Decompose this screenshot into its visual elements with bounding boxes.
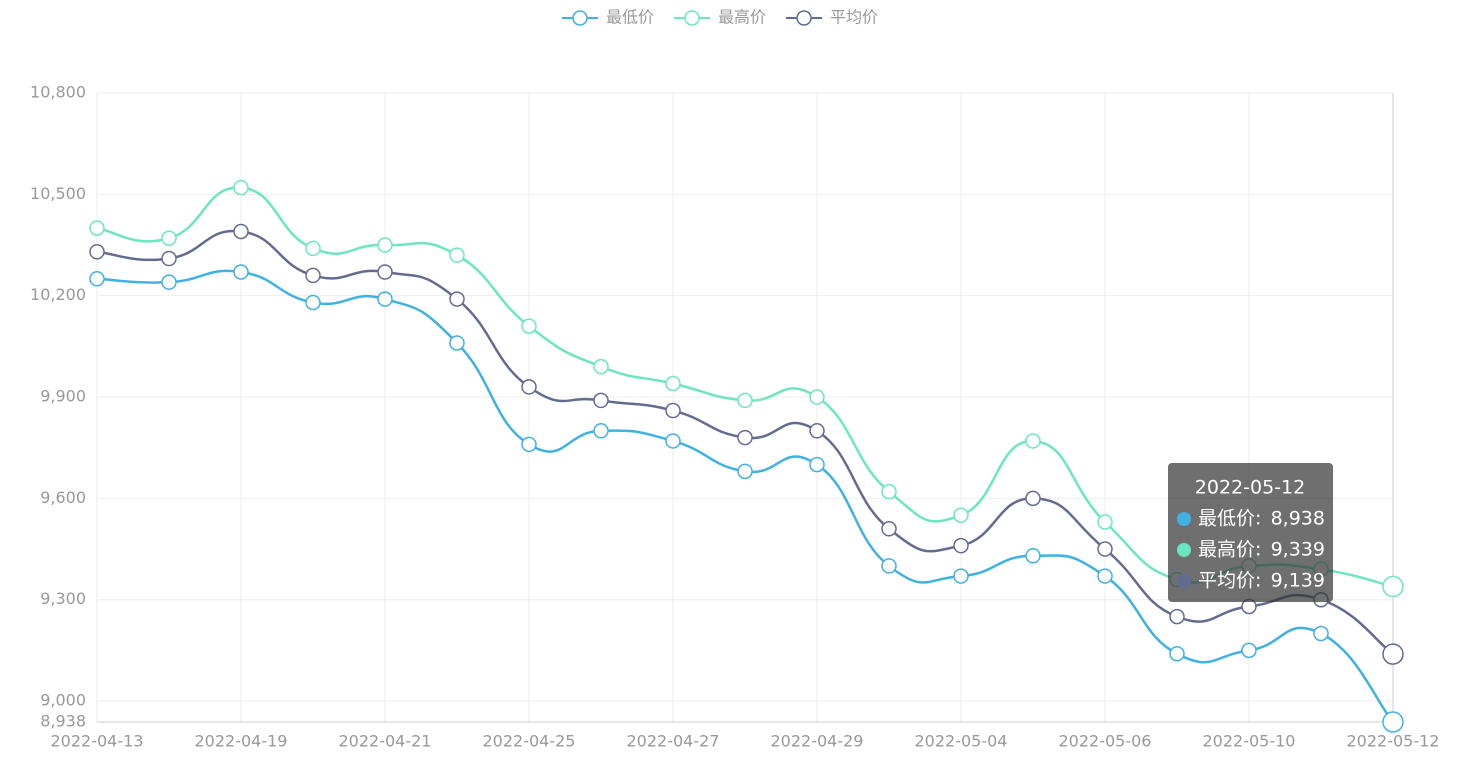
x-tick-label: 2022-05-10 [1203, 732, 1296, 751]
x-tick-label: 2022-05-04 [915, 732, 1008, 751]
data-point [449, 291, 465, 307]
x-tick-label: 2022-04-19 [195, 732, 288, 751]
data-point [161, 250, 177, 267]
y-tick-label: 10,800 [30, 83, 86, 102]
tooltip-name: 最低价 [1198, 508, 1255, 530]
data-point [1097, 514, 1113, 530]
data-point [665, 433, 681, 449]
tooltip-sep: : [1255, 508, 1261, 530]
tooltip-sep: : [1255, 539, 1261, 561]
x-tick-label: 2022-04-27 [627, 732, 720, 751]
legend-label: 平均价 [830, 8, 878, 27]
data-point [737, 463, 753, 480]
data-point [89, 220, 105, 236]
tooltip-name: 平均价 [1198, 570, 1255, 592]
data-point [1025, 548, 1041, 564]
x-tick-label: 2022-04-29 [771, 732, 864, 751]
data-point [305, 267, 321, 284]
tooltip-dot [1177, 574, 1191, 588]
data-point [521, 436, 537, 453]
y-tick-label: 10,200 [30, 285, 86, 304]
tooltip-title: 2022-05-12 [1195, 477, 1305, 499]
data-point [89, 244, 105, 260]
y-tick-label: 10,500 [30, 184, 86, 203]
legend-label: 最低价 [606, 8, 654, 27]
data-point [953, 568, 969, 584]
y-tick-label: 8,938 [40, 712, 86, 731]
data-point [593, 392, 609, 409]
x-tick-label: 2022-05-06 [1059, 732, 1152, 751]
data-point [1169, 608, 1185, 625]
data-point [449, 335, 465, 351]
y-tick-label: 9,000 [40, 691, 86, 710]
data-point [377, 264, 393, 280]
data-point [521, 379, 537, 395]
data-point [161, 274, 177, 290]
data-point [809, 423, 825, 439]
x-tick-label: 2022-04-13 [51, 732, 144, 751]
data-point [1382, 643, 1404, 665]
tooltip-value: 8,938 [1271, 508, 1325, 530]
data-point [1241, 642, 1257, 659]
data-point [593, 423, 609, 439]
legend-icon [572, 10, 588, 26]
tooltip-dot [1177, 512, 1191, 526]
data-point [1097, 541, 1113, 557]
data-point [521, 318, 537, 334]
data-point [1025, 433, 1041, 449]
data-point [881, 558, 897, 574]
tooltip-value: 9,139 [1271, 570, 1325, 592]
tooltip-name: 最高价 [1198, 539, 1255, 561]
data-point [881, 483, 897, 500]
data-point [1382, 711, 1404, 733]
data-point [737, 392, 753, 409]
data-point [593, 358, 609, 375]
legend-label: 最高价 [718, 8, 766, 27]
data-point [809, 456, 825, 473]
data-point [1169, 646, 1185, 662]
legend-icon [796, 10, 812, 26]
data-point [449, 247, 465, 263]
data-point [377, 291, 393, 307]
data-point [665, 402, 681, 419]
data-point [809, 389, 825, 405]
data-point [233, 179, 249, 196]
tooltip-value: 9,339 [1271, 539, 1325, 561]
data-point [737, 429, 753, 446]
data-point [881, 521, 897, 537]
data-point [233, 223, 249, 240]
data-point [161, 230, 177, 247]
data-point [1025, 490, 1041, 507]
data-point [305, 294, 321, 311]
y-tick-label: 9,600 [40, 488, 86, 507]
data-point [1097, 568, 1113, 584]
data-point [305, 240, 321, 257]
data-point [233, 264, 249, 280]
x-tick-label: 2022-05-12 [1347, 732, 1440, 751]
x-tick-label: 2022-04-25 [483, 732, 576, 751]
data-point [1313, 625, 1329, 642]
data-point [953, 507, 969, 524]
data-point [953, 537, 969, 554]
y-tick-label: 9,900 [40, 387, 86, 406]
x-tick-label: 2022-04-21 [339, 732, 432, 751]
legend-icon [684, 10, 700, 26]
data-point [1382, 575, 1404, 598]
data-point [89, 271, 105, 287]
y-tick-label: 9,300 [40, 589, 86, 608]
tooltip-box [1168, 463, 1333, 602]
tooltip-dot [1177, 543, 1191, 557]
data-point [377, 237, 393, 253]
data-point [665, 375, 681, 392]
tooltip-sep: : [1255, 570, 1261, 592]
